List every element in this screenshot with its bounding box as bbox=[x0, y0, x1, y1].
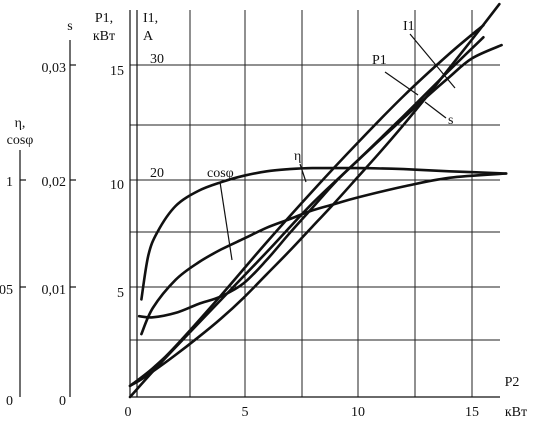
x-tick-5: 5 bbox=[242, 405, 249, 420]
label-s-leader bbox=[424, 101, 447, 119]
axis-labels-group: s P1, кВт I1, A η, cosφ P2 кВт bbox=[7, 11, 528, 420]
series-line-4 bbox=[140, 172, 508, 336]
series-line-5 bbox=[137, 43, 503, 319]
series-line-3 bbox=[140, 166, 508, 301]
p1-tick-5: 5 bbox=[117, 286, 124, 301]
s-tick-0: 0 bbox=[59, 394, 66, 409]
series-line-0 bbox=[128, 2, 501, 388]
p1-axis-label-line1: P1, bbox=[95, 11, 113, 26]
label-p1: P1 bbox=[372, 53, 387, 68]
x-tick-0: 0 bbox=[125, 405, 132, 420]
x-axis-label: P2 bbox=[505, 375, 520, 390]
i1-axis-label-line1: I1, bbox=[143, 11, 158, 26]
x-axis-unit: кВт bbox=[505, 405, 527, 420]
curve-labels-group: I1 P1 s η cosφ bbox=[207, 19, 456, 261]
label-i1: I1 bbox=[403, 19, 415, 34]
p1-tick-15: 15 bbox=[110, 64, 124, 79]
i1-tick-30: 30 bbox=[150, 52, 164, 67]
eta-tick-0: 0 bbox=[6, 394, 13, 409]
s-tick-0-03: 0,03 bbox=[42, 61, 67, 76]
eta-axis-label-line2: cosφ bbox=[7, 133, 34, 148]
label-p1-leader bbox=[384, 71, 419, 96]
eta-tick-0-05: 0,05 bbox=[0, 283, 13, 298]
s-tick-0-01: 0,01 bbox=[42, 283, 67, 298]
p1-tick-10: 10 bbox=[110, 178, 124, 193]
axes-group bbox=[19, 10, 500, 398]
s-tick-0-02: 0,02 bbox=[42, 175, 67, 190]
series-line-2 bbox=[128, 36, 485, 399]
s-axis-label: s bbox=[67, 19, 72, 34]
x-tick-15: 15 bbox=[465, 405, 479, 420]
p1-axis-label-line2: кВт bbox=[93, 29, 115, 44]
label-s: s bbox=[448, 113, 453, 128]
label-cosphi: cosφ bbox=[207, 166, 234, 181]
eta-tick-1: 1 bbox=[6, 175, 13, 190]
label-cosphi-leader bbox=[219, 181, 233, 261]
series-line-1 bbox=[128, 23, 485, 388]
tick-labels-group: 0 5 10 15 5 10 15 20 30 0 0,01 0,02 0,03… bbox=[0, 52, 479, 420]
x-tick-10: 10 bbox=[351, 405, 365, 420]
label-eta-leader bbox=[299, 163, 307, 183]
label-i1-leader bbox=[409, 33, 456, 89]
label-eta: η bbox=[294, 149, 301, 164]
curves-group bbox=[128, 2, 508, 399]
eta-axis-label-line1: η, bbox=[15, 116, 26, 131]
i1-axis-label-line2: A bbox=[143, 29, 154, 44]
i1-tick-20: 20 bbox=[150, 166, 164, 181]
